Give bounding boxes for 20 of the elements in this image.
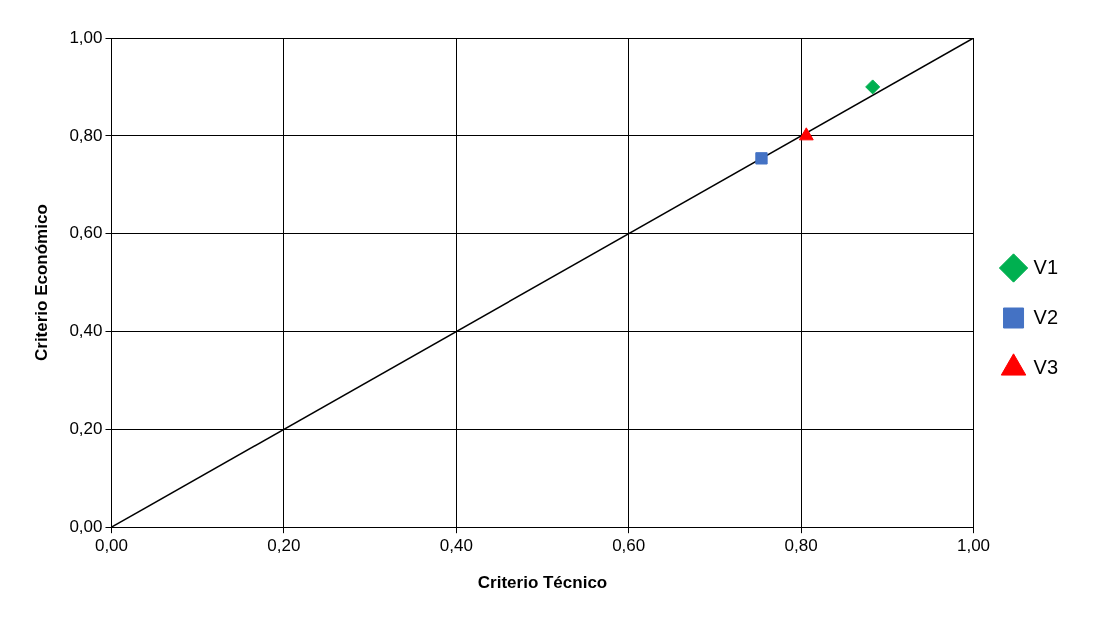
x-tick-label: 0,40 (439, 536, 473, 556)
x-tick-label: 0,00 (94, 536, 129, 556)
x-tick-label: 0,60 (612, 536, 646, 556)
x-tick-label: 1,00 (956, 536, 991, 556)
point (755, 152, 768, 165)
legend-label: V2 (1033, 305, 1059, 328)
x-tick-label: 0,80 (784, 536, 818, 556)
y-tick-label: 0,40 (69, 321, 103, 341)
y-tick-label: 0,80 (69, 125, 103, 145)
point (798, 127, 814, 141)
x-tick-label: 0,20 (267, 536, 301, 556)
y-tick-label: 0,00 (69, 516, 103, 536)
point (865, 79, 881, 95)
x-axis-title: Criterio Técnico (477, 573, 608, 593)
y-axis-title: Criterio Económico (31, 204, 51, 362)
legend-label: V3 (1033, 355, 1059, 378)
legend-label: V1 (1033, 255, 1059, 278)
y-tick-label: 0,20 (69, 419, 103, 439)
y-tick-label: 1,00 (69, 27, 103, 47)
y-tick-label: 0,60 (69, 223, 103, 243)
